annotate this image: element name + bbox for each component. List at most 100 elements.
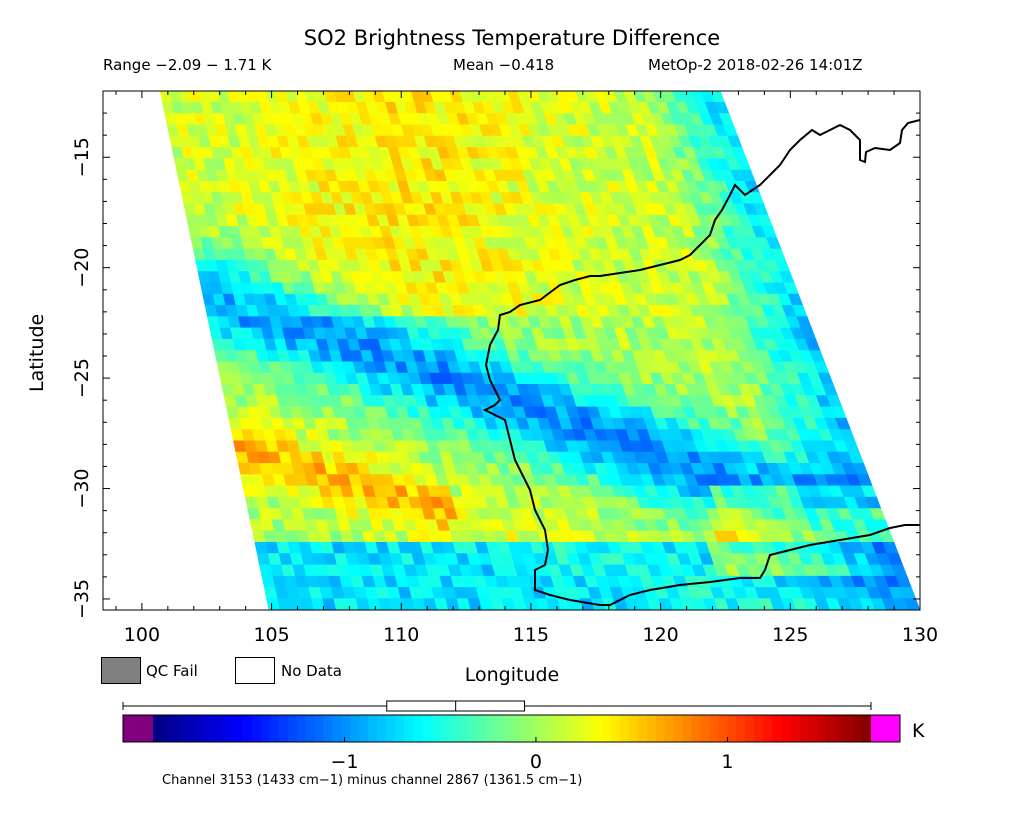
heatmap-cell — [266, 598, 281, 610]
heatmap-cell — [534, 598, 550, 610]
plot-frame — [102, 90, 921, 611]
heatmap-cell — [870, 598, 887, 610]
colorbar-segment — [314, 715, 325, 742]
colorbar-segment — [538, 715, 549, 742]
satellite-time-label: MetOp-2 2018-02-26 14:01Z — [648, 56, 863, 74]
colorbar-segment — [476, 715, 486, 742]
heatmap-cell — [445, 598, 461, 610]
colorbar-segment — [215, 715, 226, 742]
heatmap-cell — [366, 598, 382, 610]
heatmap-cell — [702, 598, 719, 610]
heatmap-cell — [411, 598, 427, 610]
heatmap-cell — [378, 598, 393, 610]
x-axis: 100 105 110 115 120 125 130 — [115, 91, 938, 646]
colorbar-segment — [197, 715, 208, 742]
colorbar-segment — [547, 715, 558, 742]
y-tick-label: −35 — [71, 579, 93, 619]
heatmap-cell — [311, 598, 326, 610]
x-tick-label: 120 — [643, 624, 679, 646]
colorbar-segment — [251, 715, 262, 742]
colorbar-segment — [799, 715, 809, 742]
heatmap-cell — [736, 598, 752, 610]
x-axis-label: Longitude — [464, 664, 560, 686]
heatmap-cell — [512, 598, 528, 610]
colorbar-segment — [772, 715, 782, 742]
heatmap-cell — [904, 598, 920, 610]
coastline — [482, 119, 920, 606]
colorbar-segment — [628, 715, 639, 742]
heatmap-cell — [892, 598, 910, 610]
colorbar-segment — [817, 715, 827, 742]
colorbar-segment — [529, 715, 540, 742]
colorbar-segment — [844, 715, 854, 742]
colorbar-segment — [386, 715, 396, 742]
heatmap-cell — [389, 598, 405, 610]
heatmap-cell — [344, 598, 360, 610]
colorbar-segment — [494, 715, 504, 742]
heatmap-cell — [859, 598, 876, 610]
x-tick-label: 115 — [513, 624, 549, 646]
colorbar-segment — [467, 715, 477, 742]
heatmap-cell — [322, 598, 337, 610]
colorbar-segment — [395, 715, 405, 742]
colorbar-segment — [485, 715, 495, 742]
colorbar-segment — [826, 715, 836, 742]
colorbar-segment — [323, 715, 334, 742]
colorbar-segment — [458, 715, 468, 742]
colorbar-segment — [170, 715, 181, 742]
colorbar-segment — [592, 715, 603, 742]
colorbar-segment — [610, 715, 621, 742]
colorbar-segment — [179, 715, 190, 742]
heatmap-cell — [747, 598, 764, 610]
chart-title: SO2 Brightness Temperature Difference — [303, 26, 721, 50]
no-data-label: No Data — [281, 662, 342, 680]
colorbar-segment — [727, 715, 737, 742]
colorbar-segment — [718, 715, 728, 742]
colorbar-segment — [422, 715, 432, 742]
colorbar-segment — [709, 715, 720, 742]
colorbar-segment — [853, 715, 863, 742]
heatmap-cell — [635, 598, 651, 610]
colorbar-underflow — [123, 715, 153, 742]
qc-fail-swatch — [101, 657, 141, 684]
heatmap-cell — [680, 598, 696, 610]
heatmap-cell — [456, 598, 472, 610]
heatmap-cell — [288, 598, 304, 610]
heatmap-cell — [478, 598, 494, 610]
heatmap-cell — [624, 598, 640, 610]
colorbar-segment — [763, 715, 773, 742]
colorbar-segment — [161, 715, 172, 742]
colorbar-segment — [206, 715, 217, 742]
colorbar-segment — [601, 715, 612, 742]
colorbar-tick-label: 0 — [530, 751, 542, 773]
colorbar-segment — [341, 715, 352, 742]
colorbar-segment — [512, 715, 522, 742]
colorbar-segment — [368, 715, 378, 742]
colorbar-segment — [700, 715, 711, 742]
heatmap-cell — [646, 598, 663, 610]
colorbar-segment — [242, 715, 253, 742]
y-axis-label: Latitude — [26, 313, 48, 392]
colorbar-segment — [754, 715, 764, 742]
heatmap-cell — [669, 598, 685, 610]
heatmap-cell — [355, 598, 371, 610]
colorbar-tick-label: −1 — [330, 751, 358, 773]
y-tick-label: −15 — [71, 137, 93, 177]
colorbar-segment — [431, 715, 441, 742]
heatmap-cell — [400, 598, 416, 610]
x-tick-label: 100 — [124, 624, 160, 646]
colorbar-segment — [574, 715, 585, 742]
heatmap-cell — [825, 598, 842, 610]
colorbar-segment — [287, 715, 298, 742]
colorbar: −1 0 1 — [122, 700, 901, 773]
heatmap-cell — [724, 598, 741, 610]
y-tick-label: −20 — [71, 248, 93, 288]
heatmap-cell — [803, 598, 820, 610]
heatmap-cell — [814, 598, 831, 610]
heatmap-cell — [713, 598, 730, 610]
x-tick-label: 130 — [902, 624, 938, 646]
colorbar-segment — [413, 715, 423, 742]
colorbar-unit-label: K — [912, 720, 925, 742]
colorbar-segment — [556, 715, 567, 742]
